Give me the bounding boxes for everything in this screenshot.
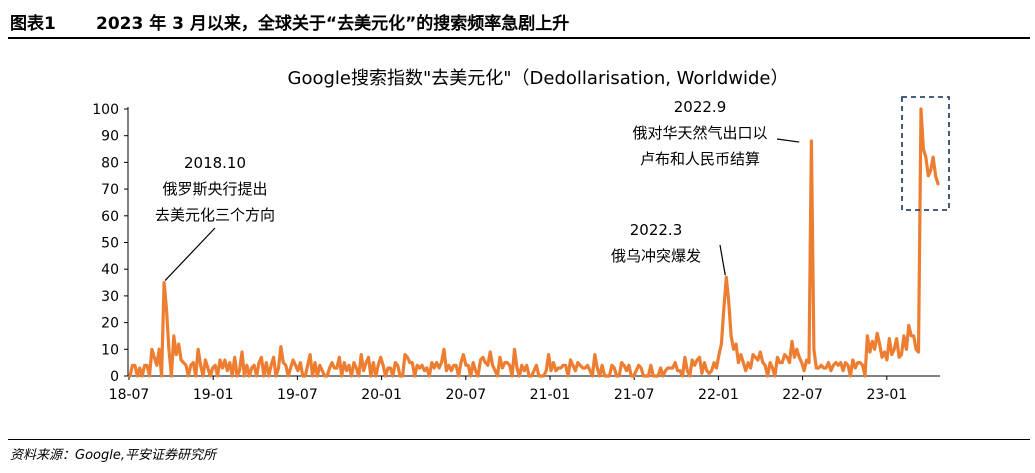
figure-header: 图表1 2023 年 3 月以来，全球关于“去美元化”的搜索频率急剧上升: [0, 0, 1035, 38]
x-tick-label: 20-07: [445, 387, 486, 403]
plot-area: [128, 96, 950, 378]
annotation-text: 2018.10: [184, 154, 246, 172]
annotation-text: 卢布和人民币结算: [640, 150, 760, 168]
x-tick-label: 18-07: [109, 387, 150, 403]
y-tick-label: 10: [101, 342, 119, 358]
footer-rule: [8, 439, 1030, 440]
source-note: 资料来源：Google,平安证券研究所: [10, 448, 216, 463]
y-tick-label: 90: [101, 129, 119, 145]
annotation-text: 俄对华天然气出口以: [632, 124, 767, 142]
y-tick-label: 70: [101, 182, 119, 198]
annotation-leader: [719, 244, 726, 276]
x-tick-label: 22-07: [782, 387, 823, 403]
figure-label: 图表1: [10, 14, 56, 34]
line-chart: Google搜索指数"去美元化"（Dedollarisation, Worldw…: [92, 68, 950, 403]
figure-title: 2023 年 3 月以来，全球关于“去美元化”的搜索频率急剧上升: [96, 14, 570, 34]
annotation-text: 俄乌冲突爆发: [611, 247, 701, 265]
y-tick-label: 0: [110, 369, 119, 385]
x-tick-label: 22-01: [698, 387, 739, 403]
x-tick-label: 21-01: [530, 387, 571, 403]
y-tick-label: 100: [92, 102, 119, 118]
x-tick-label: 20-01: [361, 387, 402, 403]
annotation-text: 2022.9: [674, 98, 727, 116]
y-tick-label: 20: [101, 316, 119, 332]
y-tick-label: 50: [101, 236, 119, 252]
annotation-text: 2022.3: [630, 221, 683, 239]
x-tick-label: 19-07: [277, 387, 318, 403]
y-tick-label: 80: [101, 155, 119, 171]
series-line: [128, 107, 940, 378]
x-tick-label: 23-01: [866, 387, 907, 403]
chart-title: Google搜索指数"去美元化"（Dedollarisation, Worldw…: [288, 68, 789, 89]
chart-axes: 0 10 20 30 40 50 60 70 80 90 100 18-07 19-01 19-07 20-…: [92, 102, 940, 403]
header-rule: [8, 37, 1030, 39]
annotation-text: 俄罗斯央行提出: [162, 180, 267, 198]
highlight-box: [901, 96, 950, 211]
x-tick-label: 21-07: [614, 387, 655, 403]
annotation-text: 去美元化三个方向: [155, 206, 275, 224]
annotation-leader: [776, 138, 800, 143]
y-tick-label: 40: [101, 262, 119, 278]
y-tick-label: 60: [101, 209, 119, 225]
x-tick-label: 19-01: [193, 387, 234, 403]
y-tick-label: 30: [101, 289, 119, 305]
annotation-leader: [164, 227, 216, 281]
